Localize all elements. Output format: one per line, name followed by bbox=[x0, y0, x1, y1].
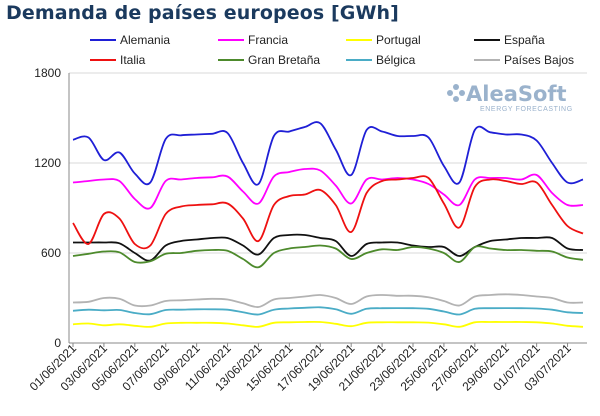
series-lines bbox=[72, 121, 584, 328]
legend-item-belgica: Bélgica bbox=[346, 53, 416, 67]
series-line-paises-bajos bbox=[72, 293, 584, 308]
series-line-francia bbox=[72, 167, 584, 210]
logo-text: AleaSoft bbox=[466, 82, 567, 106]
series-line-belgica bbox=[72, 306, 584, 316]
y-tick-label-1200: 1200 bbox=[34, 156, 61, 170]
y-axis-ticks: 0 600 1200 1800 bbox=[34, 66, 61, 350]
legend-item-espana: España bbox=[474, 33, 545, 47]
legend-label: Francia bbox=[248, 33, 288, 47]
legend-item-gran-bretana: Gran Bretaña bbox=[218, 53, 320, 67]
legend-label: Países Bajos bbox=[504, 53, 574, 67]
series-line-gran-bretana bbox=[72, 244, 584, 269]
chart-title: Demanda de países europeos [GWh] bbox=[6, 2, 399, 24]
logo-mark-icon bbox=[447, 84, 465, 102]
legend-item-paises-bajos: Países Bajos bbox=[474, 53, 574, 67]
y-tick-label-1800: 1800 bbox=[34, 66, 61, 80]
legend: Alemania Francia Portugal España Italia Gran … bbox=[90, 33, 574, 67]
legend-label: Bélgica bbox=[376, 53, 416, 67]
legend-label: Gran Bretaña bbox=[248, 53, 320, 67]
series-line-portugal bbox=[72, 320, 584, 328]
legend-label: Portugal bbox=[376, 33, 421, 47]
axes bbox=[68, 73, 587, 344]
legend-item-portugal: Portugal bbox=[346, 33, 421, 47]
legend-label: Alemania bbox=[120, 33, 170, 47]
logo-tagline: ENERGY FORECASTING bbox=[480, 106, 573, 113]
legend-item-italia: Italia bbox=[90, 53, 146, 67]
y-tick-label-0: 0 bbox=[54, 336, 61, 350]
legend-item-alemania: Alemania bbox=[90, 33, 170, 47]
series-line-italia bbox=[72, 175, 584, 250]
y-tick-label-600: 600 bbox=[41, 246, 61, 260]
legend-label: España bbox=[504, 33, 545, 47]
legend-item-francia: Francia bbox=[218, 33, 288, 47]
series-line-espana bbox=[73, 233, 584, 262]
x-axis-ticks: 01/06/202103/06/202105/06/202107/06/2021… bbox=[27, 341, 574, 394]
aleasoft-logo: AleaSoft ENERGY FORECASTING bbox=[447, 82, 573, 113]
series-line-alemania bbox=[72, 121, 584, 186]
legend-label: Italia bbox=[120, 53, 146, 67]
